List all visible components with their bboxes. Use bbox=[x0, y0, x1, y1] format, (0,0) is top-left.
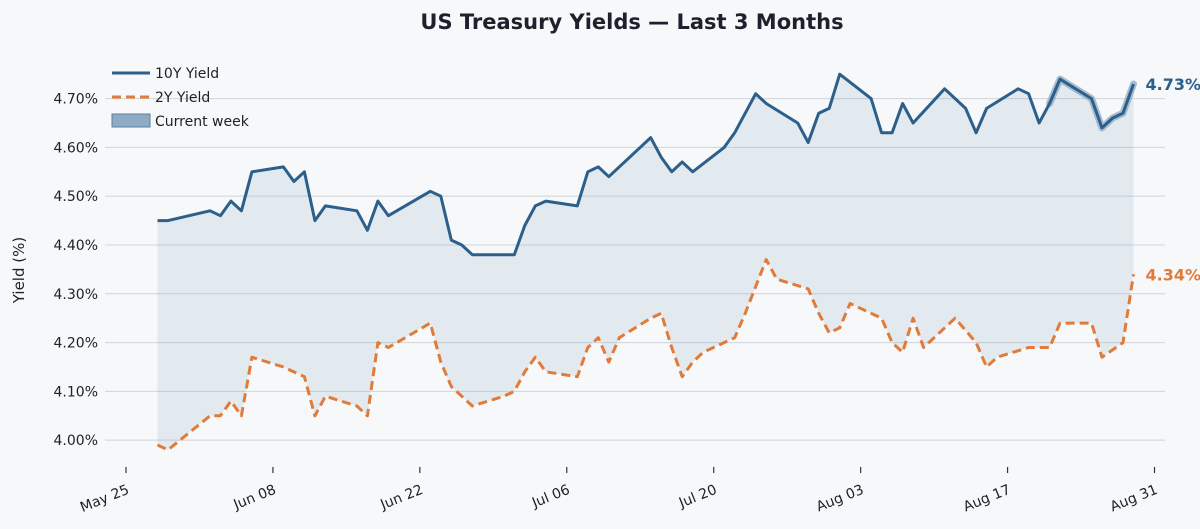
grid-lines bbox=[105, 98, 1165, 441]
legend-label-10y: 10Y Yield bbox=[155, 66, 219, 82]
legend-label-2y: 2Y Yield bbox=[155, 90, 210, 106]
y-tick-label: 4.00% bbox=[54, 433, 98, 449]
x-tick-label: Aug 31 bbox=[1108, 482, 1160, 515]
y-tick-label: 4.40% bbox=[54, 238, 98, 254]
end-label-2y: 4.34% bbox=[1146, 265, 1200, 284]
series-line-10y bbox=[157, 72, 1135, 257]
y-axis-ticks: 4.00% 4.10% 4.20% 4.30% 4.40% 4.50% 4.60% 4.70% bbox=[54, 92, 98, 450]
chart-title: US Treasury Yields — Last 3 Months bbox=[420, 10, 843, 34]
x-tick-label: May 25 bbox=[78, 482, 131, 516]
y-axis-label: Yield (%) bbox=[10, 237, 28, 304]
end-label-10y: 4.73% bbox=[1146, 75, 1200, 94]
end-labels: 4.73% 4.34% bbox=[1146, 75, 1200, 284]
series-lines bbox=[156, 72, 1137, 452]
x-tick-label: Jun 22 bbox=[378, 482, 426, 514]
x-tick-label: Aug 03 bbox=[814, 482, 866, 515]
x-axis-ticks: May 25 Jun 08 Jun 22 Jul 06 Jul 20 Aug 03 Aug … bbox=[78, 467, 1160, 516]
series-line-2y bbox=[156, 258, 1135, 452]
y-tick-label: 4.50% bbox=[54, 189, 98, 205]
y-tick-label: 4.20% bbox=[54, 336, 98, 352]
y-tick-label: 4.60% bbox=[54, 140, 98, 156]
legend-label-current-week: Current week bbox=[155, 114, 250, 130]
legend: 10Y Yield 2Y Yield Current week bbox=[111, 66, 250, 130]
spread-area bbox=[157, 74, 1134, 450]
x-tick-label: Jul 06 bbox=[529, 482, 572, 512]
spread-fill bbox=[157, 74, 1134, 450]
legend-swatch-current-week bbox=[111, 113, 151, 128]
x-tick-label: Jun 08 bbox=[231, 482, 279, 514]
x-tick-label: Jul 20 bbox=[676, 482, 719, 512]
x-tick-label: Aug 17 bbox=[961, 482, 1013, 515]
y-tick-label: 4.70% bbox=[54, 92, 98, 108]
y-tick-label: 4.10% bbox=[54, 384, 98, 400]
y-tick-label: 4.30% bbox=[54, 287, 98, 303]
